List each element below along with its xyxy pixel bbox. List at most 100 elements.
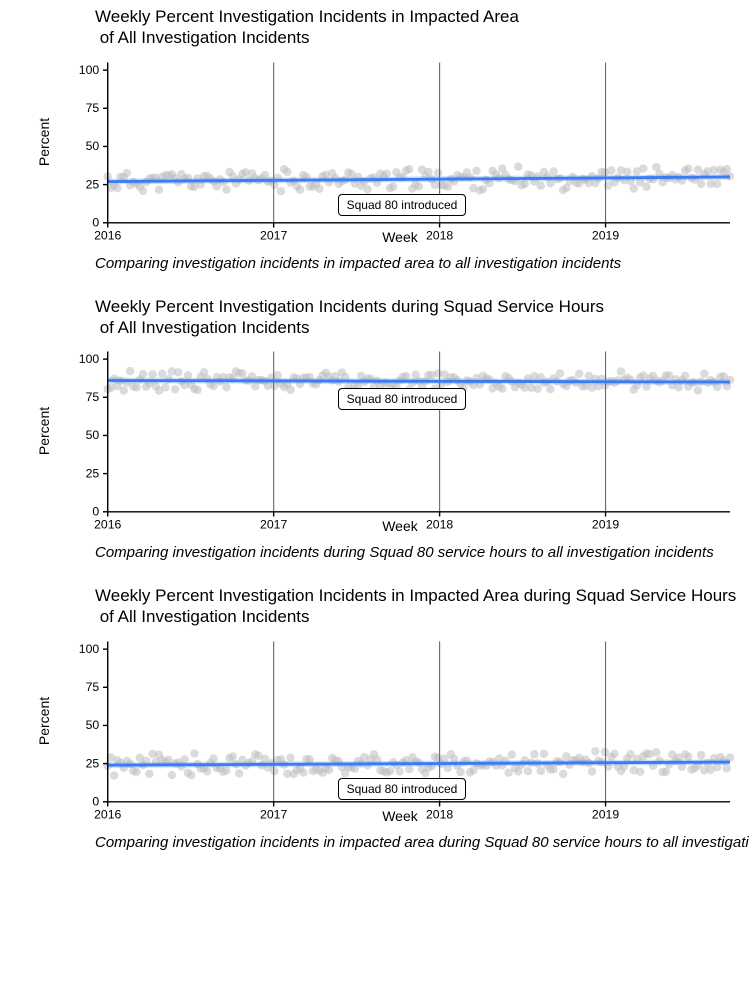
scatter-point (113, 183, 121, 191)
scatter-point (575, 370, 583, 378)
scatter-point (270, 766, 278, 774)
scatter-point (636, 767, 644, 775)
scatter-point (623, 167, 631, 175)
scatter-point (684, 164, 692, 172)
scatter-point (639, 164, 647, 172)
scatter-point (229, 752, 237, 760)
scatter-point (415, 182, 423, 190)
x-tick-label: 2017 (260, 228, 287, 242)
title-line1: Weekly Percent Investigation Incidents i… (95, 7, 519, 26)
scatter-point (549, 167, 557, 175)
scatter-point (187, 770, 195, 778)
scatter-point (193, 386, 201, 394)
scatter-point (617, 367, 625, 375)
y-tick-label: 25 (86, 466, 100, 480)
y-tick-label: 75 (86, 390, 100, 404)
scatter-point (498, 384, 506, 392)
x-tick-label: 2018 (426, 807, 453, 821)
scatter-point (139, 370, 147, 378)
chart-panel: Weekly Percent Investigation Incidents d… (0, 296, 749, 562)
scatter-point (209, 754, 217, 762)
scatter-point (190, 749, 198, 757)
y-axis-title: Percent (36, 117, 52, 165)
plot-area: Percent 0 25 50 75 100 2016 2017 (70, 346, 730, 516)
scatter-point (652, 748, 660, 756)
x-tick-label: 2019 (592, 518, 619, 532)
scatter-point (386, 766, 394, 774)
chart-caption: Comparing investigation incidents in imp… (95, 255, 749, 272)
scatter-point (277, 186, 285, 194)
scatter-point (530, 750, 538, 758)
annotation-label: Squad 80 introduced (338, 388, 467, 410)
scatter-point (524, 766, 532, 774)
scatter-point (395, 767, 403, 775)
scatter-point (472, 166, 480, 174)
scatter-point (610, 749, 618, 757)
scatter-point (315, 184, 323, 192)
y-tick-label: 75 (86, 680, 100, 694)
y-tick-label: 25 (86, 177, 100, 191)
title-line1: Weekly Percent Investigation Incidents d… (95, 297, 604, 316)
scatter-point (479, 184, 487, 192)
scatter-point (325, 765, 333, 773)
scatter-point (537, 181, 545, 189)
scatter-point (540, 749, 548, 757)
scatter-point (434, 168, 442, 176)
scatter-point (283, 167, 291, 175)
y-tick-label: 50 (86, 139, 100, 153)
chart-caption: Comparing investigation incidents in imp… (95, 834, 749, 851)
scatter-point (549, 765, 557, 773)
chart-svg: 0 25 50 75 100 2016 2017 2018 2019 (70, 57, 730, 249)
scatter-point (155, 185, 163, 193)
scatter-point (556, 369, 564, 377)
scatter-point (235, 769, 243, 777)
x-tick-label: 2016 (94, 228, 121, 242)
chart-caption: Comparing investigation incidents during… (95, 544, 749, 561)
scatter-point (546, 385, 554, 393)
title-line2: of All Investigation Incidents (95, 28, 310, 47)
scatter-point (607, 166, 615, 174)
scatter-point (514, 162, 522, 170)
y-tick-label: 0 (92, 794, 99, 808)
trend-line (108, 380, 730, 382)
scatter-point (508, 750, 516, 758)
y-tick-label: 100 (79, 62, 100, 76)
scatter-point (681, 372, 689, 380)
y-tick-label: 75 (86, 101, 100, 115)
scatter-point (405, 164, 413, 172)
y-axis-title: Percent (36, 407, 52, 455)
scatter-point (286, 753, 294, 761)
x-tick-label: 2016 (94, 518, 121, 532)
scatter-point (161, 383, 169, 391)
chart-panel: Weekly Percent Investigation Incidents i… (0, 585, 749, 851)
y-axis-title: Percent (36, 696, 52, 744)
chart-title: Weekly Percent Investigation Incidents i… (95, 585, 749, 628)
scatter-point (145, 769, 153, 777)
y-tick-label: 25 (86, 756, 100, 770)
chart-svg: 0 25 50 75 100 2016 2017 2018 2019 (70, 346, 730, 538)
scatter-point (591, 747, 599, 755)
scatter-point (139, 186, 147, 194)
scatter-point (533, 384, 541, 392)
y-tick-label: 50 (86, 718, 100, 732)
scatter-point (120, 386, 128, 394)
scatter-point (126, 367, 134, 375)
scatter-point (363, 185, 371, 193)
scatter-point (171, 385, 179, 393)
title-line2: of All Investigation Incidents (95, 318, 310, 337)
annotation-label: Squad 80 introduced (338, 194, 467, 216)
x-tick-label: 2017 (260, 518, 287, 532)
scatter-point (222, 185, 230, 193)
scatter-point (174, 368, 182, 376)
annotation-label: Squad 80 introduced (338, 778, 467, 800)
scatter-point (697, 750, 705, 758)
plot-area: Percent 0 25 50 75 100 2016 2017 (70, 636, 730, 806)
scatter-point (110, 771, 118, 779)
scatter-point (662, 767, 670, 775)
scatter-point (123, 168, 131, 176)
scatter-point (456, 767, 464, 775)
y-tick-label: 50 (86, 428, 100, 442)
scatter-point (697, 179, 705, 187)
scatter-point (723, 763, 731, 771)
scatter-point (559, 769, 567, 777)
